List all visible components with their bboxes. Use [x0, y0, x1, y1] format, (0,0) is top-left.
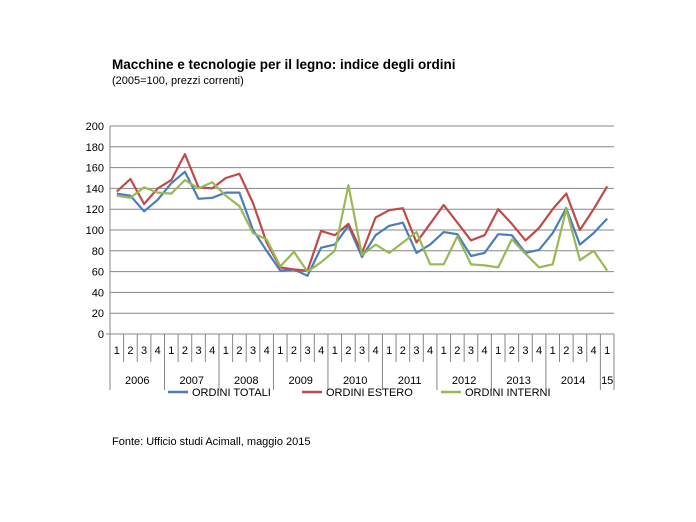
quarter-label: 2 [182, 345, 188, 357]
y-tick-label: 180 [86, 142, 104, 154]
y-tick-label: 120 [86, 204, 104, 216]
quarter-label: 3 [359, 345, 365, 357]
quarter-label: 4 [209, 345, 215, 357]
y-tick-label: 100 [86, 225, 104, 237]
series-line-ordini-interni [116, 179, 609, 273]
quarter-label: 1 [495, 345, 501, 357]
quarter-label: 2 [291, 345, 297, 357]
year-label: 2009 [288, 375, 312, 387]
quarter-label: 3 [250, 345, 256, 357]
quarter-label: 3 [141, 345, 147, 357]
quarter-label: 1 [277, 345, 283, 357]
quarter-label: 1 [114, 345, 120, 357]
y-tick-label: 20 [92, 308, 104, 320]
year-label: 2013 [506, 375, 530, 387]
quarter-label: 1 [168, 345, 174, 357]
quarter-label: 2 [236, 345, 242, 357]
y-tick-label: 0 [98, 329, 104, 341]
quarter-label: 3 [195, 345, 201, 357]
quarter-label: 3 [304, 345, 310, 357]
quarter-label: 2 [509, 345, 515, 357]
year-label: 15 [601, 375, 613, 387]
chart-title: Macchine e tecnologie per il legno: indi… [112, 57, 456, 72]
quarter-label: 1 [550, 345, 556, 357]
quarter-label: 2 [127, 345, 133, 357]
quarter-label: 2 [345, 345, 351, 357]
chart-subtitle: (2005=100, prezzi correnti) [112, 75, 244, 87]
quarter-label: 3 [468, 345, 474, 357]
year-label: 2008 [234, 375, 258, 387]
legend-label: ORDINI ESTERO [326, 387, 413, 399]
quarter-label: 4 [318, 345, 324, 357]
y-tick-label: 200 [86, 121, 104, 133]
quarter-label: 2 [454, 345, 460, 357]
quarter-label: 4 [264, 345, 270, 357]
y-tick-label: 40 [92, 287, 104, 299]
quarter-label: 4 [536, 345, 542, 357]
quarter-label: 1 [332, 345, 338, 357]
y-tick-label: 60 [92, 267, 104, 279]
source-note: Fonte: Ufficio studi Acimall, maggio 201… [112, 436, 311, 448]
quarter-label: 4 [373, 345, 379, 357]
quarter-label: 3 [522, 345, 528, 357]
y-tick-label: 80 [92, 246, 104, 258]
legend-label: ORDINI TOTALI [192, 387, 271, 399]
quarter-label: 3 [577, 345, 583, 357]
y-tick-label: 140 [86, 183, 104, 195]
quarter-label: 4 [155, 345, 161, 357]
quarter-label: 1 [441, 345, 447, 357]
year-label: 2010 [343, 375, 367, 387]
year-label: 2014 [561, 375, 585, 387]
quarter-label: 2 [400, 345, 406, 357]
quarter-label: 4 [427, 345, 433, 357]
y-tick-label: 160 [86, 163, 104, 175]
quarter-label: 3 [413, 345, 419, 357]
quarter-label: 1 [386, 345, 392, 357]
quarter-label: 1 [604, 345, 610, 357]
year-label: 2011 [398, 375, 422, 387]
quarter-label: 4 [482, 345, 488, 357]
year-label: 2006 [125, 375, 149, 387]
series-line-ordini-totali [116, 170, 609, 277]
quarter-label: 4 [591, 345, 597, 357]
quarter-label: 1 [223, 345, 229, 357]
legend-label: ORDINI INTERNI [465, 387, 551, 399]
year-label: 2012 [452, 375, 476, 387]
quarter-label: 2 [563, 345, 569, 357]
year-label: 2007 [179, 375, 203, 387]
